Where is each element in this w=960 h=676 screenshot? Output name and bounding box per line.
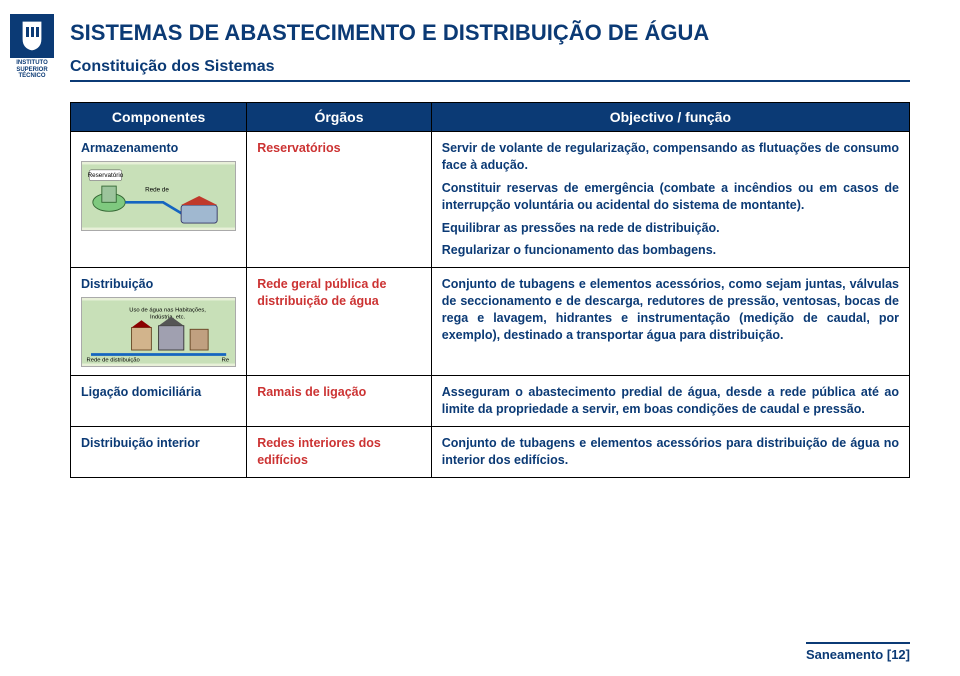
cell-orgao: Ramais de ligação: [247, 376, 432, 427]
footer-label: Saneamento: [806, 647, 883, 662]
cell-func: Servir de volante de regularização, comp…: [431, 132, 909, 268]
table-row: Distribuição Uso de água nas Habitações,…: [71, 268, 910, 376]
cell-orgao: Reservatórios: [247, 132, 432, 268]
slide-page: INSTITUTO SUPERIOR TÉCNICO SISTEMAS DE A…: [0, 0, 960, 676]
cell-orgao: Redes interiores dos edifícios: [247, 426, 432, 477]
cell-func: Conjunto de tubagens e elementos acessór…: [431, 268, 909, 376]
page-title: SISTEMAS DE ABASTECIMENTO E DISTRIBUIÇÃO…: [70, 20, 910, 46]
img-label: Rede de: [145, 186, 169, 193]
func-paragraph: Conjunto de tubagens e elementos acessór…: [442, 276, 899, 344]
reservoir-illustration-icon: Reservatório Rede de: [81, 161, 236, 231]
cell-componente: Ligação domiciliária: [71, 376, 247, 427]
components-table: Componentes Órgãos Objectivo / função Ar…: [70, 102, 910, 478]
cell-func: Asseguram o abastecimento predial de águ…: [431, 376, 909, 427]
header-orgaos: Órgãos: [247, 103, 432, 132]
distribution-illustration-icon: Uso de água nas Habitações, Indústria, e…: [81, 297, 236, 367]
logo-line1: INSTITUTO: [16, 60, 48, 66]
logo-line2: SUPERIOR: [16, 67, 47, 73]
header-componentes: Componentes: [71, 103, 247, 132]
table-row: Distribuição interior Redes interiores d…: [71, 426, 910, 477]
footer: Saneamento [12]: [806, 642, 910, 662]
cell-orgao: Rede geral pública de distribuição de ág…: [247, 268, 432, 376]
divider: [70, 80, 910, 82]
table-row: Ligação domiciliária Ramais de ligação A…: [71, 376, 910, 427]
footer-page: [12]: [887, 647, 910, 662]
func-paragraph: Asseguram o abastecimento predial de águ…: [442, 384, 899, 418]
func-paragraph: Regularizar o funcionamento das bombagen…: [442, 242, 899, 259]
cell-componente: Distribuição Uso de água nas Habitações,…: [71, 268, 247, 376]
institution-logo: INSTITUTO SUPERIOR TÉCNICO: [10, 14, 54, 80]
img-label: Re: [222, 358, 229, 364]
header-objectivo: Objectivo / função: [431, 103, 909, 132]
cell-componente: Armazenamento Reservatório Rede de: [71, 132, 247, 268]
func-paragraph: Conjunto de tubagens e elementos acessór…: [442, 435, 899, 469]
logo-shield-icon: [10, 14, 54, 58]
table-header-row: Componentes Órgãos Objectivo / função: [71, 103, 910, 132]
logo-text: INSTITUTO SUPERIOR TÉCNICO: [10, 60, 54, 80]
img-label: Uso de água nas Habitações,: [129, 307, 206, 313]
img-label: Rede de distribuição: [87, 358, 140, 364]
componente-label: Armazenamento: [81, 140, 236, 157]
func-paragraph: Servir de volante de regularização, comp…: [442, 140, 899, 174]
page-subtitle: Constituição dos Sistemas: [70, 58, 910, 76]
func-paragraph: Equilibrar as pressões na rede de distri…: [442, 220, 899, 237]
img-label: Reservatório: [88, 172, 124, 179]
cell-componente: Distribuição interior: [71, 426, 247, 477]
componente-label: Distribuição: [81, 276, 236, 293]
table-row: Armazenamento Reservatório Rede de: [71, 132, 910, 268]
func-paragraph: Constituir reservas de emergência (comba…: [442, 180, 899, 214]
cell-func: Conjunto de tubagens e elementos acessór…: [431, 426, 909, 477]
logo-line3: TÉCNICO: [19, 73, 46, 79]
